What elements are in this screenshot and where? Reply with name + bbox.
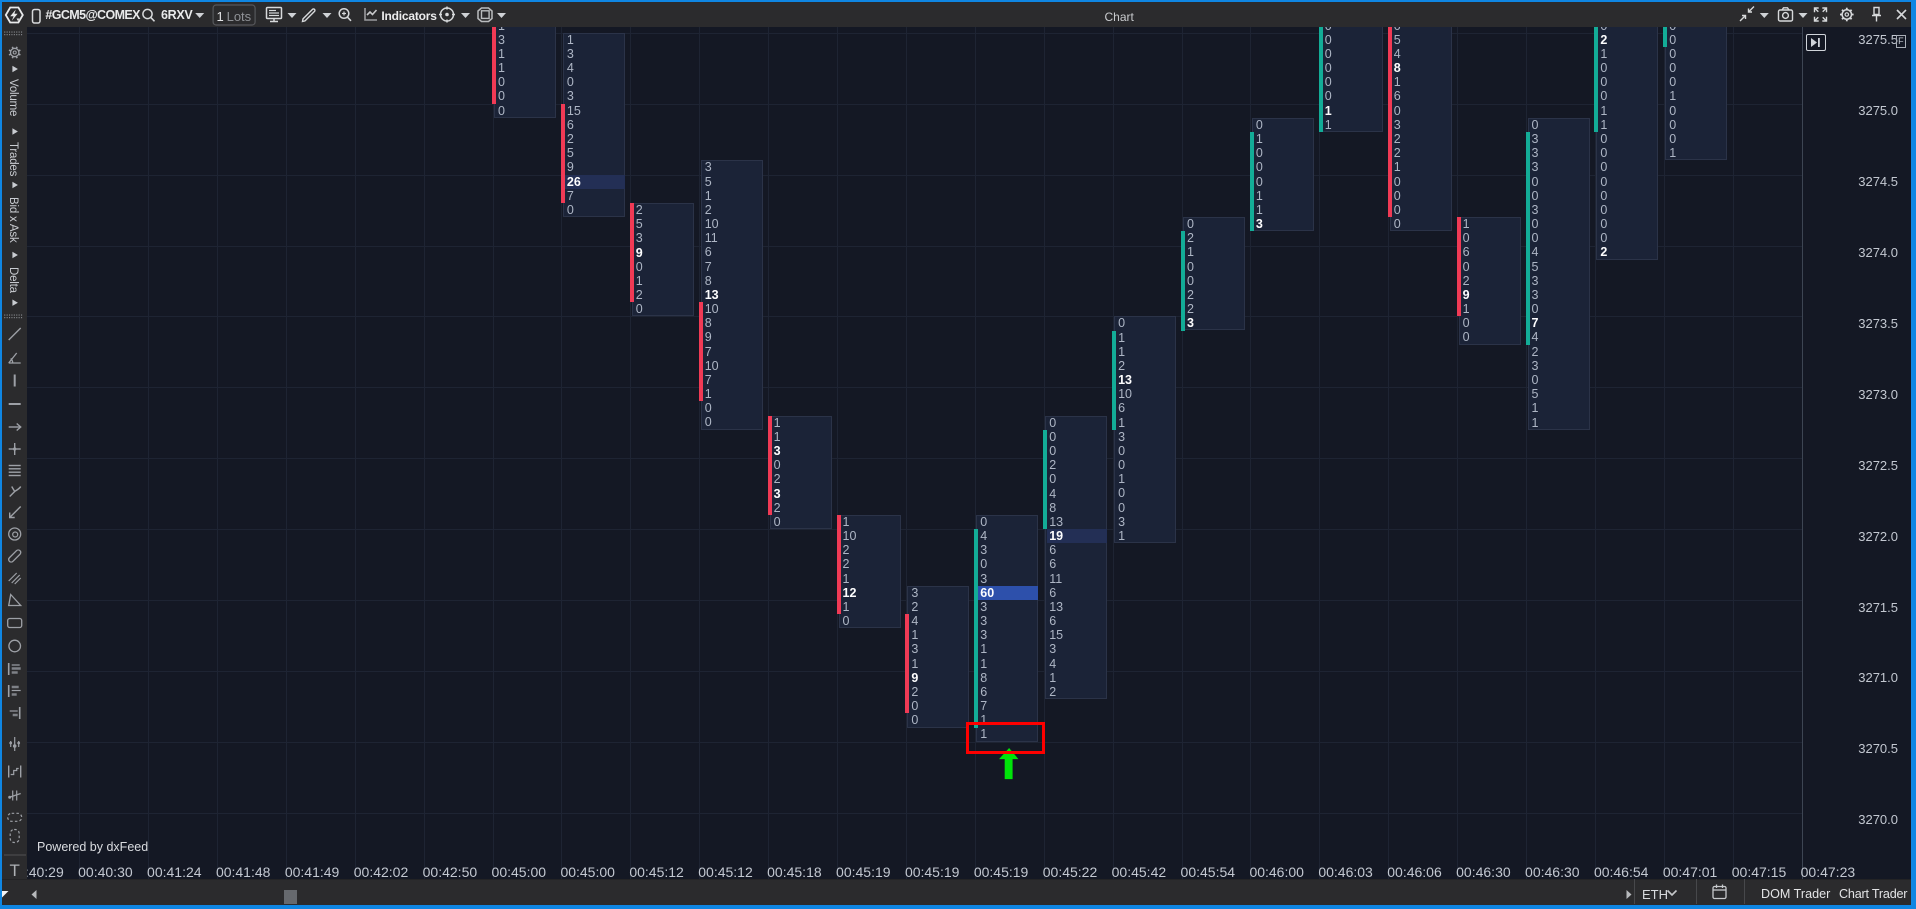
svg-text:T: T [9,861,19,880]
